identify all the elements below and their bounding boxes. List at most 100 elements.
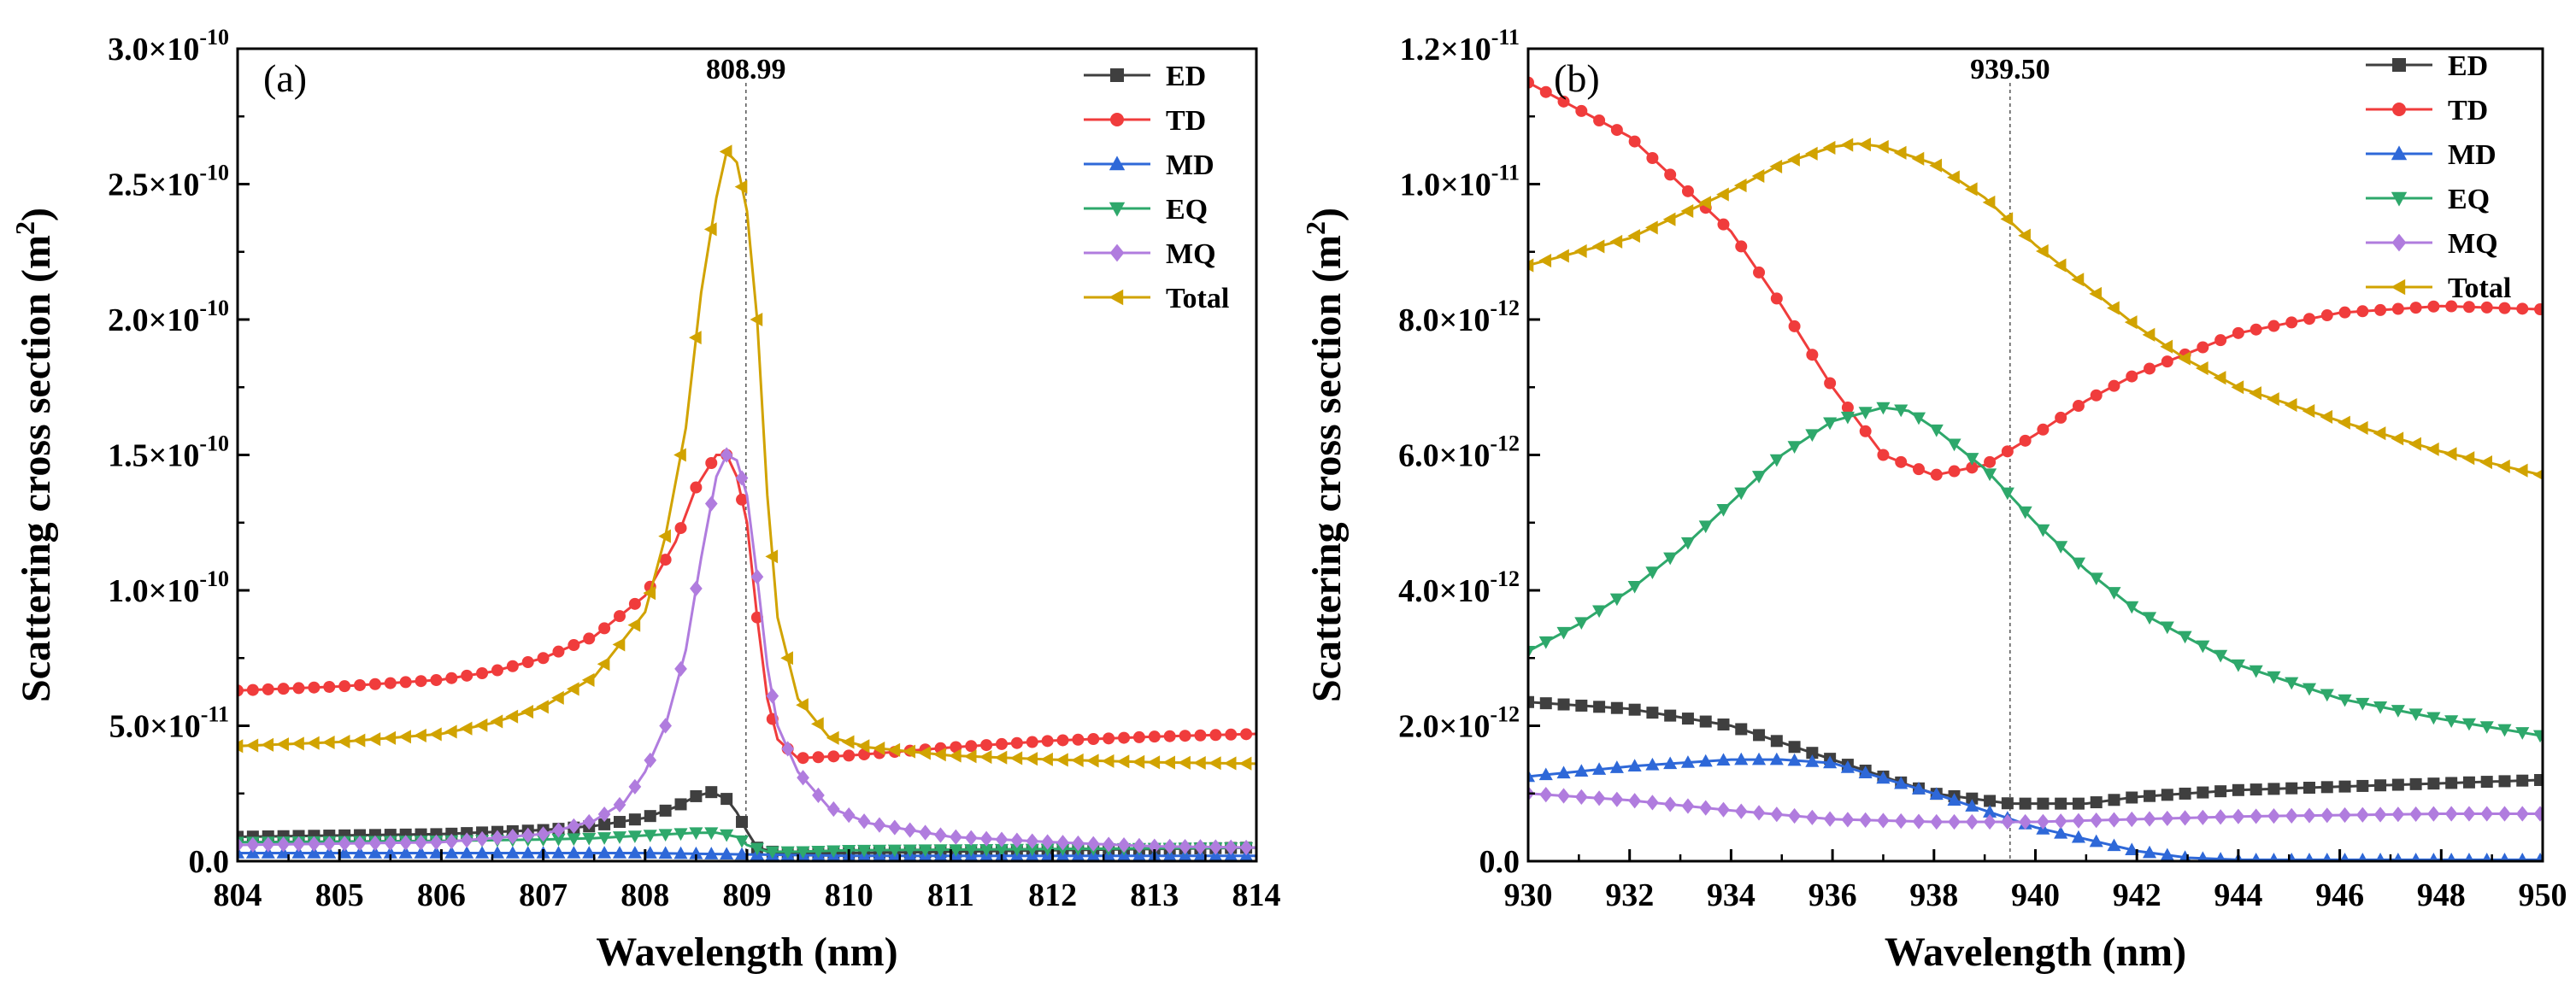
marker-mq [2285,807,2298,824]
chart-panel-b: 939.50 930 932 934 936 938 940 942 944 946 948 950 0… [1300,25,2567,975]
marker-total [1698,196,1712,210]
marker-mq [506,829,520,845]
marker-mq [338,836,351,852]
marker-mq [444,833,458,849]
marker-total [780,651,793,666]
marker-md [2304,853,2314,861]
marker-td [338,680,351,693]
marker-ed [720,793,733,806]
marker-mq [246,836,260,853]
marker-eq [2231,659,2245,672]
marker-total [1680,203,1694,219]
marker-md [1911,782,1926,795]
marker-td [368,677,381,690]
marker-eq [2461,718,2476,731]
marker-mq [1912,813,1926,830]
marker-ed [2090,796,2103,809]
peak-annotation: 939.50 [1970,54,2050,85]
marker-mq [2355,807,2369,823]
marker-td [415,675,427,688]
marker-mq [1894,812,1908,830]
marker-eq [918,844,932,858]
marker-total [2408,437,2421,451]
marker-eq [1929,424,1944,437]
marker-ed [644,810,656,823]
marker-ed [2232,783,2244,796]
marker-mq [2197,809,2209,825]
marker-total [1769,159,1783,173]
marker-mq [826,801,840,818]
marker-total [1178,755,1191,770]
marker-mq [2338,807,2351,824]
marker-mq [873,817,886,833]
marker-mq [1117,837,1131,853]
marker-td [1628,135,1641,148]
legend-item-md: MD [1084,150,1214,181]
marker-md [1698,754,1713,767]
marker-td [262,683,274,695]
series-ed [1528,695,2543,810]
marker-total [536,700,549,714]
marker-total [2089,286,2103,301]
marker-td [628,597,641,610]
marker-total [474,718,488,732]
marker-eq [2178,631,2192,644]
marker-total [2373,426,2386,441]
marker-total [841,735,855,749]
marker-mq [2125,811,2138,828]
legend-marker [2391,279,2406,296]
marker-mq [238,836,244,853]
marker-td [568,639,580,652]
marker-td [1041,735,1054,748]
marker-md [2393,853,2403,861]
marker-td [1735,240,1748,253]
marker-mq [1841,812,1855,828]
marker-mq [1102,836,1115,853]
marker-total [551,690,564,705]
marker-eq [1911,412,1926,425]
marker-td [430,674,443,687]
marker-mq [2019,813,2032,830]
marker-total [734,179,748,194]
marker-eq [2036,524,2050,537]
marker-ed [2445,777,2458,789]
legend-label: MQ [1166,238,1216,270]
legend-item-ed: ED [1084,61,1206,92]
marker-md [368,846,382,859]
marker-total [1208,756,1221,771]
marker-eq [949,844,963,857]
marker-md [1983,805,1997,818]
marker-md [338,846,352,859]
marker-md [322,846,337,859]
marker-td [1664,168,1677,181]
marker-mq [1948,813,1961,830]
marker-total [1964,182,1978,196]
marker-total [918,746,931,760]
marker-mq [2143,811,2156,827]
y-tick-label: 2.0×10-12 [1398,702,1520,745]
marker-eq [1025,843,1039,857]
marker-td [521,656,534,669]
marker-mq [1770,807,1784,823]
marker-eq [1528,646,1536,659]
legend-label: ED [2448,50,2488,82]
marker-mq [613,796,626,813]
series-total [1528,138,2543,480]
marker-total [1733,179,1747,193]
marker-md [352,846,368,859]
marker-md [627,846,642,859]
marker-td [583,632,596,645]
marker-td [1770,292,1783,305]
marker-mq [582,813,596,830]
marker-md [2517,853,2527,861]
marker-td [1646,151,1659,164]
marker-mq [1132,837,1146,853]
series-mq [1528,785,2543,830]
marker-td [1895,455,1908,468]
marker-total [368,732,381,747]
marker-mq [2054,813,2067,830]
marker-td [2019,434,2032,447]
marker-md [2160,848,2174,861]
marker-md [2428,853,2438,861]
x-tick-label: 807 [519,877,568,913]
